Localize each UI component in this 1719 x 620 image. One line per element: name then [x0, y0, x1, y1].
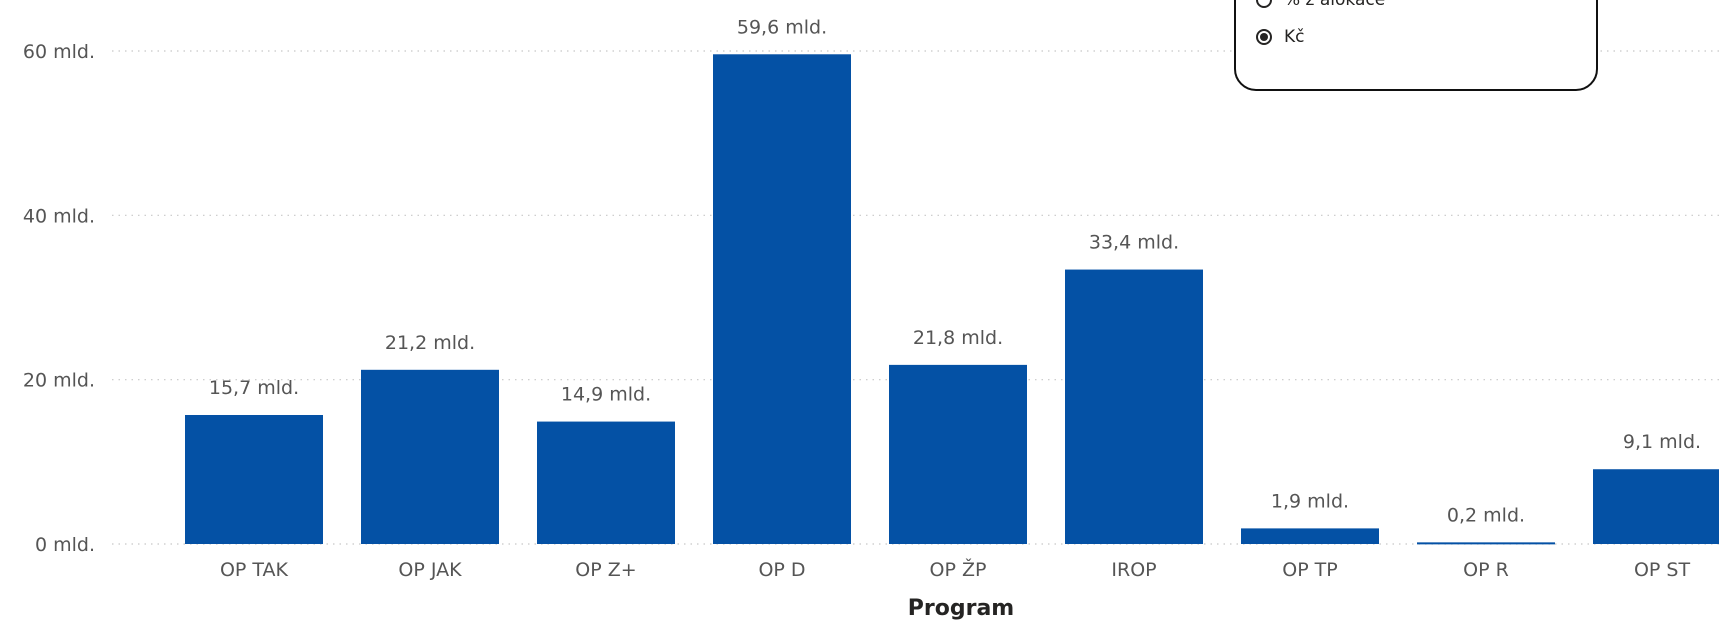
y-tick-label: 60 mld. [23, 41, 95, 63]
data-label: 15,7 mld. [209, 377, 299, 399]
category-label: OP D [758, 559, 805, 581]
bar[interactable] [1417, 542, 1555, 545]
data-label: 1,9 mld. [1271, 490, 1349, 512]
data-label: 21,8 mld. [913, 327, 1003, 349]
category-label: OP R [1463, 559, 1509, 581]
data-label: 33,4 mld. [1089, 232, 1179, 254]
category-label: OP TAK [220, 559, 289, 581]
bars-layer [185, 54, 1719, 545]
unit-selector: % z alokace Kč [1234, 0, 1598, 91]
unit-option-label: Kč [1284, 27, 1305, 47]
labels-layer: 0 mld. 20 mld. 40 mld. 60 mld. 15,7 mld. OP T… [23, 16, 1701, 581]
radio-unchecked-icon[interactable] [1256, 0, 1272, 8]
category-label: OP ST [1634, 559, 1691, 581]
data-label: 21,2 mld. [385, 332, 475, 354]
data-label: 9,1 mld. [1623, 431, 1701, 453]
x-axis-title: Program [908, 596, 1014, 620]
bar[interactable] [1593, 469, 1719, 544]
data-label: 59,6 mld. [737, 16, 827, 38]
bar[interactable] [1241, 528, 1379, 544]
radio-checked-icon[interactable] [1256, 29, 1272, 45]
bar[interactable] [537, 421, 675, 544]
data-label: 14,9 mld. [561, 384, 651, 406]
data-label: 0,2 mld. [1447, 504, 1525, 526]
y-tick-label: 40 mld. [23, 205, 95, 227]
bar[interactable] [185, 414, 323, 544]
y-tick-label: 20 mld. [23, 370, 95, 392]
bar[interactable] [889, 364, 1027, 544]
category-label: OP JAK [398, 559, 462, 581]
y-tick-label: 0 mld. [35, 534, 95, 556]
category-label: OP TP [1282, 559, 1338, 581]
bar[interactable] [361, 369, 499, 544]
unit-option-percent[interactable]: % z alokace [1256, 0, 1385, 10]
bar[interactable] [1065, 269, 1203, 544]
category-label: OP ŽP [930, 558, 987, 581]
unit-option-czk[interactable]: Kč [1256, 27, 1305, 47]
unit-option-label: % z alokace [1284, 0, 1386, 10]
category-label: IROP [1111, 559, 1156, 581]
bar[interactable] [713, 54, 851, 544]
category-label: OP Z+ [575, 559, 636, 581]
